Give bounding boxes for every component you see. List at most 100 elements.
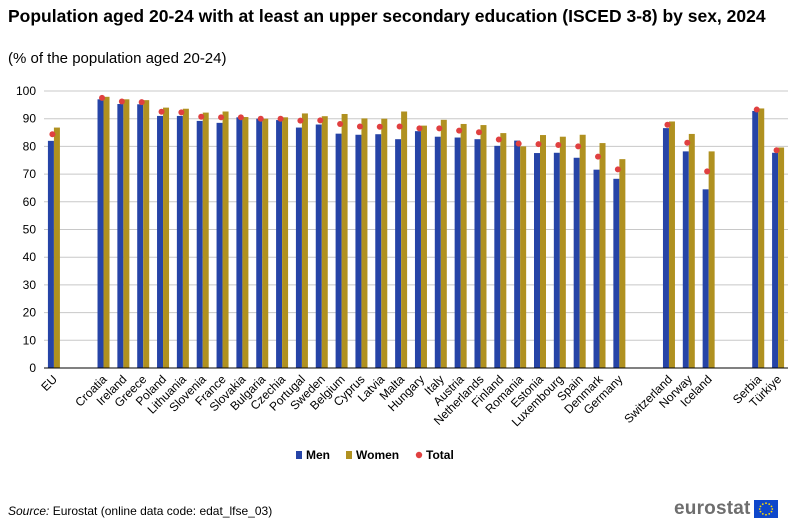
bar-women-27 [619,159,626,368]
y-tick-label: 10 [23,333,37,347]
dot-total-5 [178,109,185,116]
dot-total-15 [376,123,383,130]
eu-flag-icon [753,500,778,518]
dot-total-9 [257,115,264,122]
bar-women-10 [282,117,289,368]
bar-men-10 [276,120,283,369]
bar-men-16 [395,139,402,368]
source-text: Eurostat (online data code: edat_lfse_03… [52,504,273,518]
bar-women-15 [381,118,388,368]
dot-total-32 [773,147,780,154]
bar-women-2 [123,99,130,368]
chart-subtitle: (% of the population aged 20-24) [8,50,227,67]
bar-men-29 [682,151,689,368]
bar-women-16 [401,111,408,369]
bar-men-0 [47,140,54,368]
bar-women-4 [163,107,170,369]
dot-total-25 [575,143,582,150]
bar-men-22 [514,140,521,368]
dot-total-22 [515,140,522,147]
dot-total-30 [704,168,711,175]
legend-swatch-men [296,451,302,459]
bar-women-24 [559,136,566,368]
bar-men-4 [157,115,164,369]
chart-title: Population aged 20-24 with at least an u… [8,6,766,26]
legend-label-total: Total [426,448,454,462]
bar-women-7 [222,111,229,369]
bar-women-32 [778,147,785,368]
bar-men-31 [752,110,759,368]
y-tick-label: 60 [23,195,37,209]
bar-men-26 [593,169,600,368]
bar-men-9 [256,118,263,368]
bar-women-17 [420,125,427,368]
legend-label-men: Men [306,448,330,462]
bar-men-23 [534,153,540,368]
bar-men-18 [434,136,441,368]
bar-men-5 [176,115,183,369]
bar-women-21 [500,133,507,368]
source-note: Source: Eurostat (online data code: edat… [8,504,272,518]
dot-total-26 [595,153,602,160]
bar-men-19 [454,137,461,368]
dot-total-31 [753,106,760,113]
bar-men-25 [573,157,580,368]
y-tick-label: 30 [23,278,37,292]
bar-women-31 [758,108,765,369]
bar-women-6 [202,112,209,368]
dot-total-6 [198,113,205,120]
dot-total-24 [555,142,562,149]
bar-women-0 [53,127,60,369]
bar-men-15 [375,134,382,368]
bar-women-26 [599,143,606,368]
y-tick-label: 0 [29,361,36,375]
bar-men-11 [295,127,302,369]
dot-total-29 [684,139,691,146]
dot-total-1 [99,94,106,101]
bar-women-19 [460,123,467,368]
y-tick-label: 90 [23,112,37,126]
bar-women-1 [103,96,110,368]
dot-total-11 [297,117,304,124]
y-tick-label: 20 [23,306,37,320]
bar-men-7 [216,122,223,368]
x-tick-label: EU [38,372,60,394]
dot-total-7 [218,114,225,121]
source-label: Source: [8,504,50,518]
bar-men-3 [137,104,144,369]
bar-men-30 [702,189,709,368]
bar-women-14 [361,118,368,368]
dot-total-3 [138,99,145,106]
bar-women-12 [321,116,328,368]
bar-men-6 [196,120,203,368]
bar-women-11 [301,113,308,368]
bar-men-12 [315,124,322,368]
y-tick-label: 40 [23,250,37,264]
dot-total-17 [416,125,423,132]
bar-men-8 [236,117,243,368]
bar-women-23 [540,135,546,368]
dot-total-0 [49,131,56,138]
dot-total-19 [456,127,463,134]
bar-women-20 [480,125,487,368]
bar-men-1 [97,99,104,368]
bar-men-24 [553,152,560,368]
bar-men-32 [772,152,779,368]
bar-women-25 [579,134,586,368]
dot-total-20 [475,129,482,136]
dot-total-21 [495,136,502,143]
bar-women-28 [668,121,675,368]
dot-total-12 [317,117,324,124]
bar-men-2 [117,104,124,369]
bar-women-29 [688,133,695,368]
dot-total-4 [158,108,165,115]
bar-men-27 [613,178,620,368]
y-tick-label: 100 [16,84,36,98]
legend-label-women: Women [356,448,399,462]
bar-men-21 [494,145,501,368]
bar-women-3 [143,100,150,369]
logo-text: eurostat [674,498,751,519]
bar-men-28 [662,128,669,368]
bar-women-18 [440,119,447,368]
